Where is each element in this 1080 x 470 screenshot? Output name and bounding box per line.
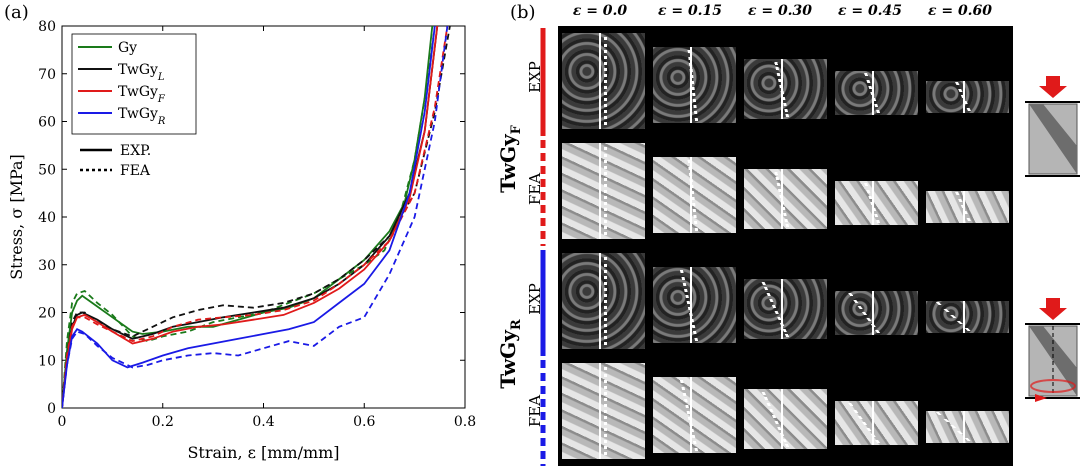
reference-line	[872, 71, 875, 115]
specimen-image-r0-c4	[926, 81, 1009, 113]
specimen-image-r0-c1	[653, 46, 736, 124]
reference-line	[963, 301, 966, 333]
legend-label-1: TwGyL	[118, 62, 165, 83]
reference-line	[599, 143, 602, 239]
rotating-schematic-rotation-arrow-icon	[1035, 394, 1047, 402]
legend-label-3: TwGyR	[118, 106, 166, 127]
tracking-dots	[603, 146, 607, 236]
specimen-image-r2-c0	[562, 253, 645, 349]
reference-line	[963, 81, 966, 113]
reference-line	[872, 181, 875, 225]
series-twgyl-fea-line	[62, 26, 451, 408]
plot-area: 0 0.2 0.4 0.6 0.8 0 10 20 30 40 50 60 70 80 Strain, ε …	[7, 19, 476, 462]
strain-header-1: ε = 0.15	[657, 3, 723, 19]
strain-header-3: ε = 0.45	[837, 3, 903, 19]
legend-label-2: TwGyF	[118, 84, 166, 105]
reference-line	[781, 389, 784, 449]
specimen-image-r1-c2	[744, 169, 827, 229]
specimen-image-r3-c1	[653, 376, 736, 454]
reference-line	[872, 401, 875, 445]
reference-line	[599, 33, 602, 129]
x-tick-label-0: 0	[58, 414, 67, 430]
strain-header-0: ε = 0.0	[572, 3, 628, 19]
y-tick-label-6: 60	[38, 115, 56, 131]
y-tick-label-4: 40	[38, 210, 56, 226]
reference-line	[872, 291, 875, 335]
panel-a-label: (a)	[4, 2, 29, 23]
x-tick-label-2: 0.4	[252, 414, 274, 430]
y-tick-label-3: 30	[38, 258, 56, 274]
specimen-image-r2-c1	[653, 266, 736, 344]
deformation-image-grid	[558, 26, 1013, 466]
reference-line	[963, 191, 966, 223]
specimen-image-r2-c3	[835, 291, 918, 335]
specimen-image-r3-c2	[744, 389, 827, 449]
reference-line	[599, 363, 602, 459]
specimen-image-r1-c1	[653, 156, 736, 234]
reference-line	[690, 46, 693, 124]
y-tick-label-2: 20	[38, 306, 56, 322]
specimen-image-r1-c3	[835, 181, 918, 225]
series-twgyr-exp-line	[62, 26, 436, 408]
style-legend-label-0: EXP.	[120, 143, 151, 159]
tracking-dots	[603, 36, 607, 126]
specimen-image-r3-c4	[926, 411, 1009, 443]
x-axis-label: Strain, ε [mm/mm]	[187, 443, 339, 462]
specimen-image-r1-c4	[926, 191, 1009, 223]
series-twgyf-fea-line	[62, 26, 449, 408]
specimen-image-r0-c3	[835, 71, 918, 115]
reference-line	[690, 156, 693, 234]
strain-header-2: ε = 0.30	[747, 3, 813, 19]
reference-line	[599, 253, 602, 349]
specimen-image-r1-c0	[562, 143, 645, 239]
x-tick-label-1: 0.2	[152, 414, 174, 430]
panel-b-label: (b)	[510, 2, 536, 23]
reference-line	[690, 376, 693, 454]
series-twgyl-exp-line	[62, 26, 439, 408]
y-tick-label-1: 10	[38, 353, 56, 369]
x-tick-label-4: 0.8	[454, 414, 476, 430]
series-twgyr-fea-line	[62, 26, 449, 408]
x-tick-label-3: 0.6	[353, 414, 375, 430]
reference-line	[690, 266, 693, 344]
reference-line	[781, 279, 784, 339]
reference-line	[781, 59, 784, 119]
reference-line	[963, 411, 966, 443]
rotating-schematic-rotation-ring	[1030, 379, 1076, 393]
specimen-image-r0-c0	[562, 33, 645, 129]
y-axis-label: Stress, σ [MPa]	[7, 154, 26, 280]
tracking-dots	[603, 366, 607, 456]
specimen-image-r2-c2	[744, 279, 827, 339]
specimen-image-r3-c0	[562, 363, 645, 459]
reference-line	[781, 169, 784, 229]
y-tick-label-7: 70	[38, 67, 56, 83]
y-tick-label-0: 0	[47, 401, 56, 417]
strain-header-4: ε = 0.60	[927, 3, 993, 19]
legend-box	[71, 33, 197, 135]
specimen-image-r2-c4	[926, 301, 1009, 333]
specimen-image-r0-c2	[744, 59, 827, 119]
style-legend-label-1: FEA	[120, 163, 151, 179]
tracking-dots	[603, 256, 607, 346]
fixed-schematic-twist	[1029, 104, 1077, 174]
rotating-schematic-arrow-icon	[1039, 298, 1067, 320]
y-tick-label-5: 50	[38, 162, 56, 178]
legend-label-0: Gy	[118, 40, 137, 56]
series-gy-exp-line	[62, 26, 434, 408]
y-tick-label-8: 80	[38, 19, 56, 35]
specimen-image-r3-c3	[835, 401, 918, 445]
fixed-schematic-arrow-icon	[1039, 76, 1067, 98]
